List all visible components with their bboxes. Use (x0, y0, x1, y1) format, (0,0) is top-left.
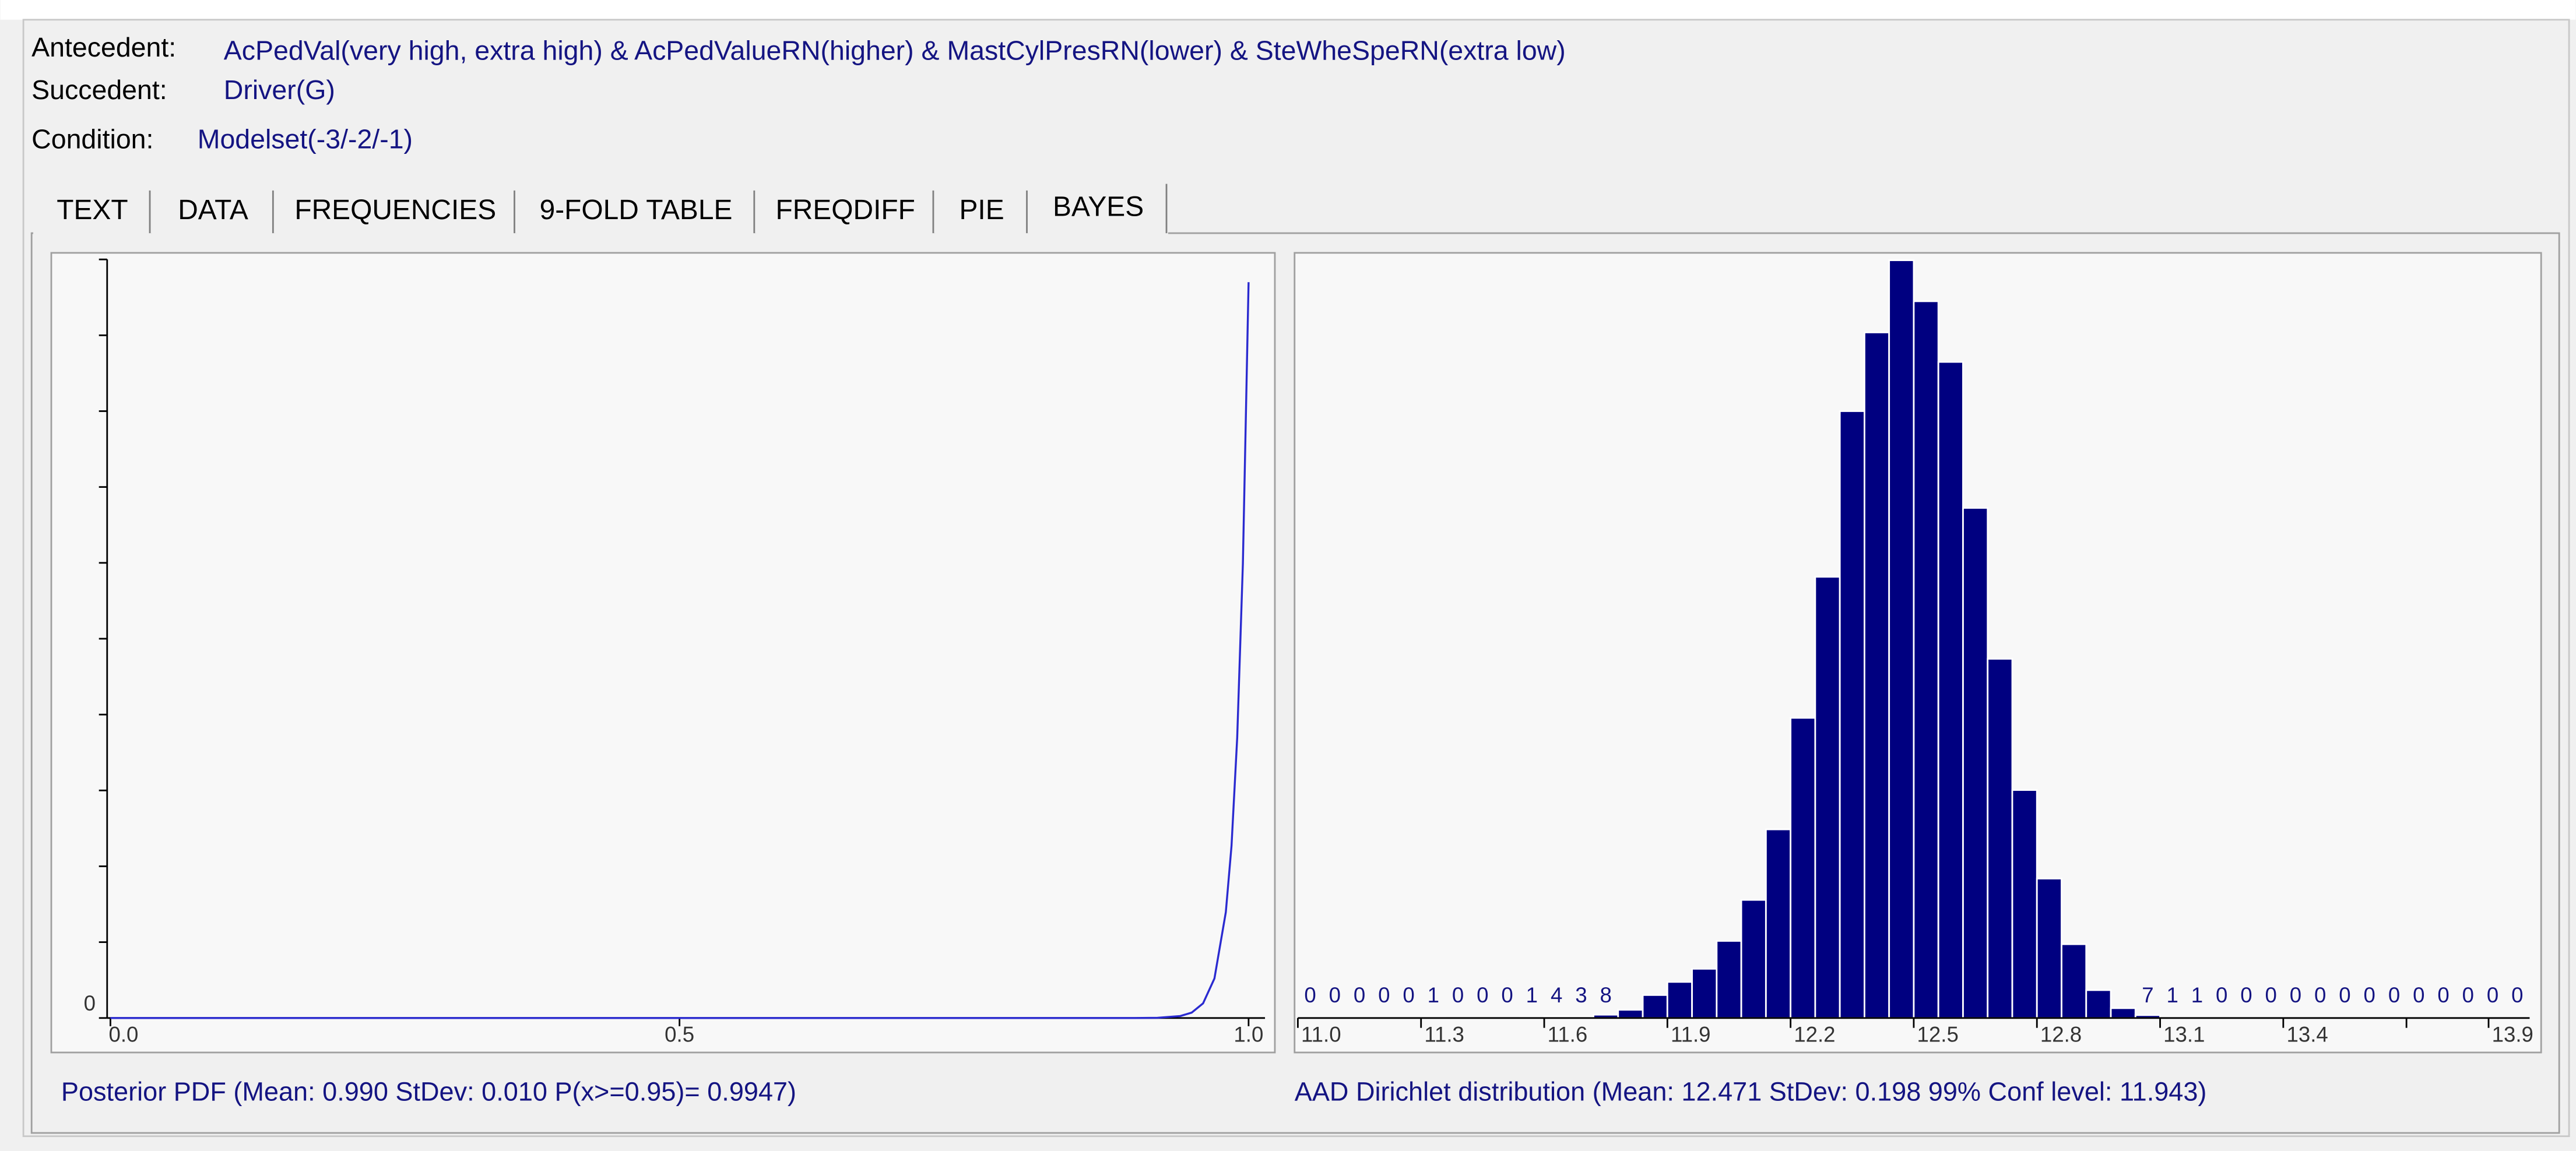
tab-bar: TEXT DATA FREQUENCIES 9-FOLD TABLE FREQDIFF P… (33, 184, 1168, 235)
count-label: 1 (1428, 983, 1439, 1007)
bar (1666, 981, 1693, 1019)
succedent-label: Succedent: (31, 75, 167, 105)
y-tick-label: 0 (84, 991, 96, 1015)
tab-label[interactable]: PIE (959, 195, 1004, 226)
count-label: 8 (1600, 983, 1611, 1007)
bar (2036, 878, 2062, 1019)
bar (1962, 507, 1989, 1019)
x-tick-label: 13.9 (2492, 1022, 2533, 1046)
condition: Modelset(-3/-2/-1) (198, 124, 413, 154)
tab[interactable] (755, 189, 935, 235)
count-label: 0 (1403, 983, 1414, 1007)
caption: AAD Dirichlet distribution (Mean: 12.471… (1295, 1076, 2207, 1106)
bar (1839, 410, 1865, 1019)
x-tick-label: 13.4 (2286, 1022, 2328, 1046)
x-tick-label: 11.6 (1548, 1022, 1588, 1046)
count-label: 0 (2339, 983, 2350, 1007)
bar (2011, 789, 2038, 1019)
count-label: 1 (2191, 983, 2203, 1007)
bar (1691, 967, 1718, 1019)
count-label: 0 (2265, 983, 2277, 1007)
count-label: 0 (1354, 983, 1365, 1007)
count-label: 0 (2511, 983, 2523, 1007)
count-label: 1 (1526, 983, 1538, 1007)
tab-label[interactable]: BAYES (1053, 191, 1144, 222)
bar (1987, 658, 2013, 1019)
dirichlet-chart: 0 0 0 0 0 1 0 0 0 1 4 3 8 7 1 1 0 0 0 0 0 0 0 0 0 0 0 0 011.0 11.3 11.… (1295, 259, 2533, 1106)
count-label: 1 (2166, 983, 2178, 1007)
caption: Posterior PDF (Mean: 0.990 StDev: 0.010 … (61, 1076, 796, 1106)
count-label: 0 (2487, 983, 2498, 1007)
posterior-chart: 0 0.0 0.5 1.0 Posterior PDF (Mean: 0.990 StD… (61, 258, 1266, 1106)
count-label: 0 (1477, 983, 1488, 1007)
count-label: 0 (2413, 983, 2424, 1007)
x-tick-label: 12.5 (1917, 1022, 1959, 1046)
x-tick-label: 11.3 (1424, 1022, 1464, 1046)
count-label: 0 (1378, 983, 1390, 1007)
tab[interactable] (33, 189, 152, 235)
succedent: Driver(G) (224, 75, 335, 105)
tab[interactable] (151, 189, 275, 235)
tab-label[interactable]: DATA (178, 195, 248, 226)
pdf-curve (110, 282, 1250, 1019)
x-tick-label: 11.9 (1671, 1022, 1711, 1046)
tab-label[interactable]: FREQDIFF (776, 195, 915, 226)
tab[interactable] (934, 189, 1029, 235)
bar (1765, 828, 1792, 1019)
bar (1716, 940, 1742, 1019)
tab-label[interactable]: 9-FOLD TABLE (540, 195, 733, 226)
count-label: 0 (2240, 983, 2252, 1007)
x-tick-label: 0.0 (109, 1022, 139, 1046)
x-tick-label: 12.8 (2040, 1022, 2082, 1046)
bar (1937, 361, 1964, 1019)
tab-label[interactable]: TEXT (57, 195, 128, 226)
antecedent-label: Antecedent: (31, 32, 176, 62)
bar (1790, 717, 1816, 1019)
x-tick-label: 1.0 (1233, 1022, 1263, 1046)
count-label: 0 (1304, 983, 1316, 1007)
count-label: 0 (2290, 983, 2301, 1007)
tab-label[interactable]: FREQUENCIES (294, 195, 496, 226)
x-tick-label: 12.2 (1794, 1022, 1835, 1046)
bar (1888, 259, 1915, 1019)
x-tick-label: 11.0 (1301, 1022, 1341, 1046)
bar (1913, 300, 1939, 1019)
count-label: 0 (2364, 983, 2375, 1007)
condition-label: Condition: (31, 124, 153, 154)
count-label: 0 (2462, 983, 2474, 1007)
count-label: 0 (2314, 983, 2326, 1007)
count-label: 4 (1551, 983, 1562, 1007)
bar (1740, 899, 1767, 1019)
bar (1863, 331, 1890, 1019)
top-strip (0, 0, 2576, 20)
count-label: 0 (1501, 983, 1513, 1007)
bar (1814, 576, 1841, 1019)
count-label: 7 (2142, 983, 2153, 1007)
count-label: 0 (1452, 983, 1464, 1007)
left-plot-area (50, 252, 1276, 1054)
count-label: 0 (2388, 983, 2400, 1007)
antecedent: AcPedVal(very high, extra high) & AcPedV… (224, 35, 1566, 65)
count-label: 0 (2216, 983, 2227, 1007)
x-tick-label: 0.5 (665, 1022, 694, 1046)
tab[interactable] (275, 189, 516, 235)
x-tick-label: 13.1 (2163, 1022, 2205, 1046)
count-label: 0 (2437, 983, 2449, 1007)
bar (1617, 1009, 1644, 1019)
bar (2110, 1007, 2136, 1019)
bar (2061, 943, 2087, 1019)
count-label: 0 (1329, 983, 1341, 1007)
tab[interactable] (516, 189, 756, 235)
bar (2085, 989, 2112, 1019)
count-label: 3 (1575, 983, 1587, 1007)
bar (1642, 994, 1668, 1019)
tab-active[interactable] (1028, 184, 1168, 235)
